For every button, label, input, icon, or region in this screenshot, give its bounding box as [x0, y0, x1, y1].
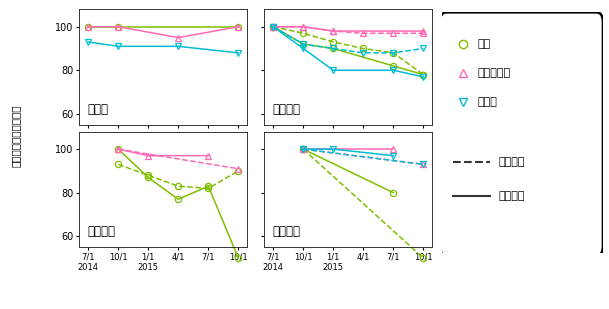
Text: 秋植え２: 秋植え２ — [273, 225, 301, 238]
Text: ：スリット: ：スリット — [477, 68, 510, 78]
Text: ：裸: ：裸 — [477, 39, 490, 49]
Text: 生存率（％，対数軸）: 生存率（％，対数軸） — [10, 105, 20, 167]
Text: 夏植え２: 夏植え２ — [88, 225, 116, 238]
FancyBboxPatch shape — [440, 12, 603, 256]
Text: 斜面下部: 斜面下部 — [498, 191, 524, 201]
Text: ：リブ: ：リブ — [477, 96, 497, 107]
Text: 夏植え１: 夏植え１ — [273, 103, 301, 116]
Text: 斜面上部: 斜面上部 — [498, 157, 524, 167]
Text: 春植え: 春植え — [88, 103, 108, 116]
